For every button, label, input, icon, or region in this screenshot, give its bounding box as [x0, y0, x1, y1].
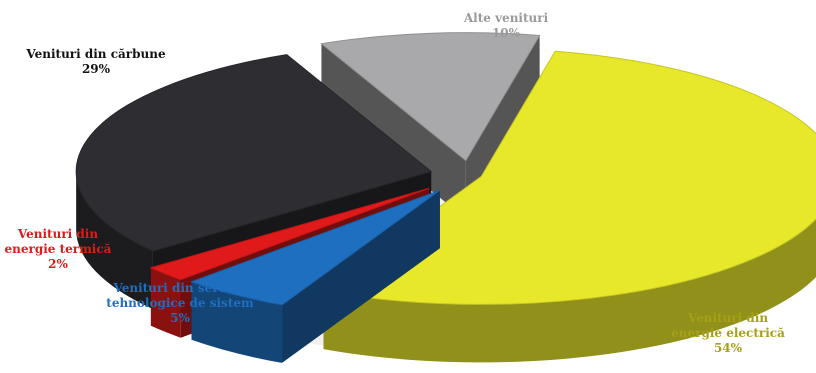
slice-percent-label: 29% — [82, 62, 111, 76]
pie-slice-1 — [190, 189, 441, 306]
slice-name-label: Alte venituri — [463, 11, 549, 25]
slice-name-label: energie electrică — [671, 326, 785, 340]
pie-slice-group-1 — [190, 189, 441, 363]
pie-slice-4 — [320, 32, 541, 162]
pie-slice-side — [150, 267, 181, 338]
pie-slice-0 — [322, 50, 816, 305]
slice-label-3: Venituri din cărbune 29% — [25, 47, 166, 76]
pie-slice-side — [191, 281, 283, 363]
pie-slice-side — [76, 171, 153, 310]
slice-name-label: Venituri din — [687, 311, 768, 325]
slice-percent-label: 54% — [714, 341, 743, 355]
slice-name-label: Venituri din cărbune — [25, 47, 166, 61]
slice-label-0: Venituri din energie electrică 54% — [671, 311, 785, 355]
slice-percent-label: 2% — [48, 257, 68, 271]
pie-slice-3 — [75, 54, 433, 252]
slice-name-label: tehnologice de sistem — [106, 296, 254, 310]
slice-percent-label: 5% — [170, 311, 190, 325]
slice-label-2: Venituri din energie termică 2% — [5, 227, 112, 271]
slice-label-1: Venituri din servicii tehnologice de sist… — [106, 281, 254, 325]
pie-slice-2 — [149, 187, 430, 281]
slice-name-label: Venituri din servicii — [113, 281, 247, 295]
slice-percent-label: 10% — [492, 26, 521, 40]
pie-slice-side — [323, 219, 816, 363]
slice-name-label: energie termică — [5, 242, 112, 256]
slice-name-label: Venituri din — [17, 227, 98, 241]
slice-label-4: Alte venituri 10% — [463, 11, 549, 40]
